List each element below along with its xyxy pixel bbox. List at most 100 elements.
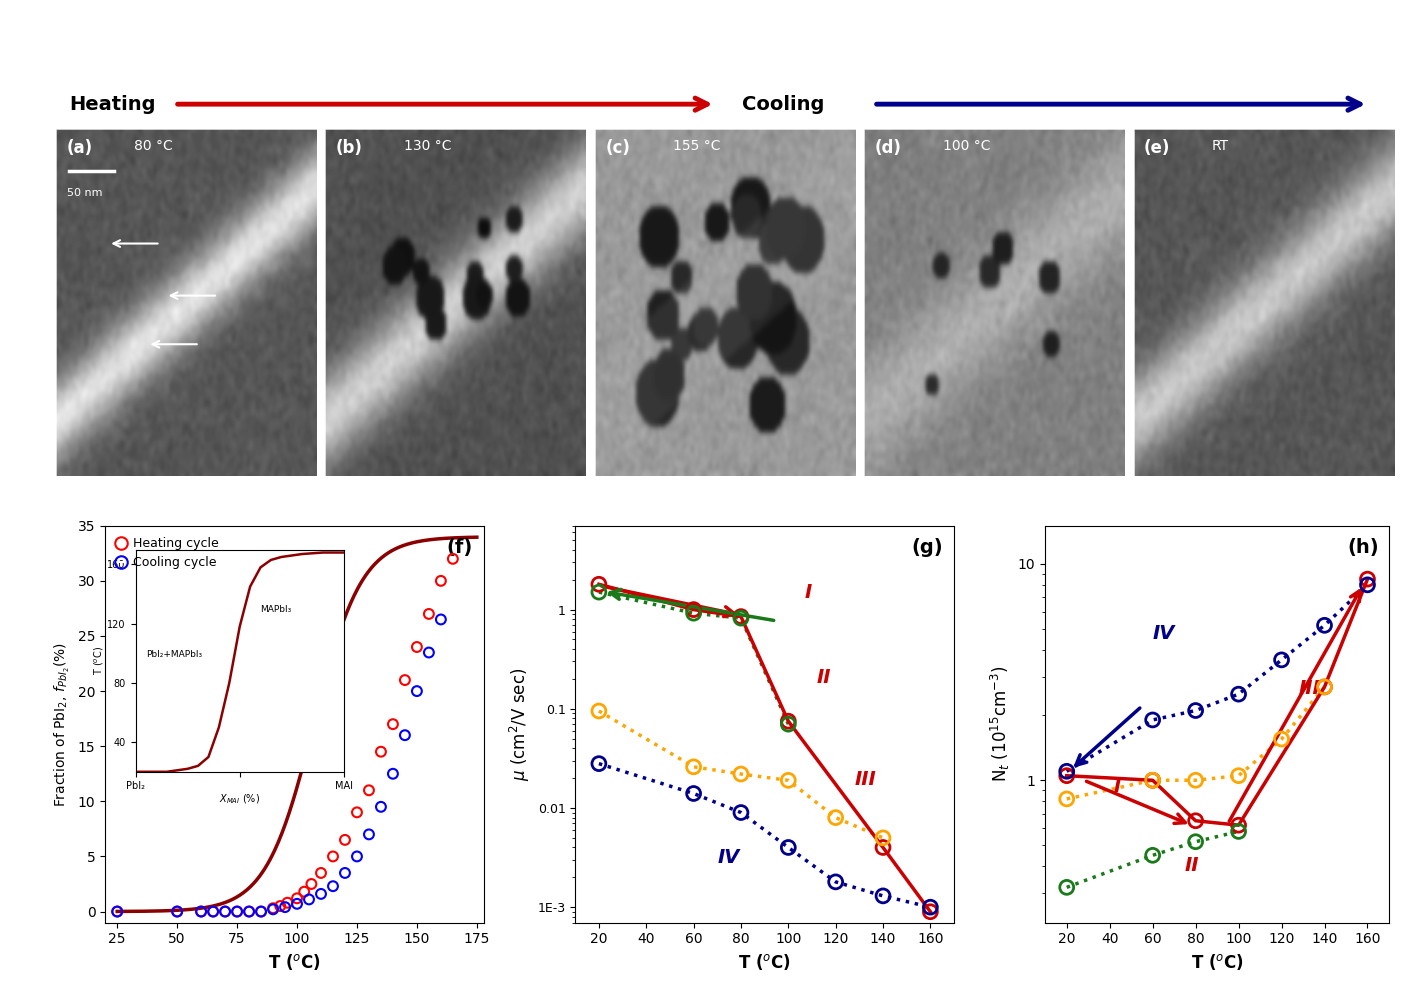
Point: [1142, 773, 1164, 789]
Point: [1313, 679, 1336, 694]
Point: [682, 759, 704, 775]
Text: III: III: [1299, 680, 1320, 698]
Point: [588, 756, 610, 772]
Y-axis label: $\mu$ (cm$^2$/V sec): $\mu$ (cm$^2$/V sec): [508, 668, 532, 781]
Text: (d): (d): [874, 139, 902, 158]
Point: [777, 716, 800, 732]
Text: (h): (h): [1347, 538, 1379, 557]
Point: [107, 904, 129, 920]
Text: III: III: [854, 770, 877, 789]
Text: 155 °C: 155 °C: [673, 139, 721, 154]
Point: [262, 902, 285, 918]
Point: [250, 904, 272, 920]
Point: [321, 848, 344, 864]
Point: [682, 786, 704, 802]
Point: [1228, 817, 1250, 833]
Point: [1357, 571, 1379, 587]
Point: [286, 896, 309, 912]
Point: [825, 874, 847, 890]
Point: [1228, 768, 1250, 784]
Point: [202, 904, 224, 920]
Point: [300, 876, 323, 892]
Text: RT: RT: [1212, 139, 1229, 154]
Point: [189, 904, 212, 920]
Point: [310, 886, 333, 902]
Point: [730, 766, 752, 782]
Text: II: II: [1186, 856, 1200, 875]
Point: [334, 865, 356, 881]
Text: I: I: [1114, 778, 1121, 797]
Point: [310, 865, 333, 881]
Point: [429, 573, 452, 589]
Point: [730, 805, 752, 820]
Point: [1055, 880, 1078, 896]
Point: [418, 645, 441, 661]
Point: [1184, 834, 1207, 850]
Point: [297, 892, 320, 908]
Point: [1142, 712, 1164, 728]
Point: [370, 799, 393, 814]
Point: [166, 904, 188, 920]
Point: [269, 898, 292, 914]
Text: II: II: [817, 669, 831, 687]
Point: [1270, 731, 1292, 747]
Text: 100 °C: 100 °C: [943, 139, 991, 154]
Point: [250, 904, 272, 920]
Point: [166, 904, 188, 920]
Point: [107, 904, 129, 920]
Point: [1184, 773, 1207, 789]
Point: [239, 904, 261, 920]
Text: I: I: [805, 583, 812, 602]
Text: (b): (b): [335, 139, 363, 158]
Text: (c): (c): [605, 139, 630, 158]
Point: [226, 904, 248, 920]
Point: [358, 826, 380, 842]
Point: [405, 639, 428, 655]
Point: [213, 904, 236, 920]
Point: [382, 716, 404, 732]
Point: [1228, 686, 1250, 702]
Point: [1313, 617, 1336, 633]
Point: [1142, 773, 1164, 789]
Point: [871, 839, 894, 855]
X-axis label: T ($^o$C): T ($^o$C): [1191, 952, 1243, 972]
Point: [588, 576, 610, 592]
X-axis label: T ($^o$C): T ($^o$C): [268, 952, 321, 972]
Point: [871, 888, 894, 904]
Point: [1270, 652, 1292, 668]
Point: [334, 832, 356, 848]
Point: [382, 766, 404, 782]
Point: [1055, 791, 1078, 806]
Point: [730, 610, 752, 626]
Point: [442, 551, 464, 566]
Text: IV: IV: [1153, 624, 1176, 643]
Point: [239, 904, 261, 920]
Point: [588, 584, 610, 600]
Point: [588, 703, 610, 719]
Text: IV: IV: [717, 848, 739, 867]
Point: [358, 783, 380, 799]
Point: [1055, 768, 1078, 784]
Point: [825, 809, 847, 825]
Text: (g): (g): [911, 538, 943, 557]
Point: [274, 899, 296, 915]
Point: [871, 830, 894, 846]
Point: [226, 904, 248, 920]
Point: [682, 605, 704, 621]
Point: [394, 727, 417, 743]
Y-axis label: N$_t$ (10$^{15}$cm$^{-3}$): N$_t$ (10$^{15}$cm$^{-3}$): [989, 666, 1013, 783]
Point: [777, 773, 800, 789]
Point: [345, 848, 368, 864]
Point: [730, 609, 752, 625]
Point: [370, 744, 393, 760]
Text: (f): (f): [446, 538, 473, 557]
Text: 130 °C: 130 °C: [404, 139, 452, 154]
Text: (e): (e): [1143, 139, 1170, 158]
Point: [919, 900, 941, 916]
Y-axis label: Fraction of PbI$_2$, $f_{PbI_2}$(%): Fraction of PbI$_2$, $f_{PbI_2}$(%): [53, 642, 73, 806]
Point: [1142, 847, 1164, 863]
Point: [1184, 812, 1207, 828]
Legend: Heating cycle, Cooling cycle: Heating cycle, Cooling cycle: [111, 532, 223, 574]
Point: [1357, 577, 1379, 593]
Point: [262, 901, 285, 917]
